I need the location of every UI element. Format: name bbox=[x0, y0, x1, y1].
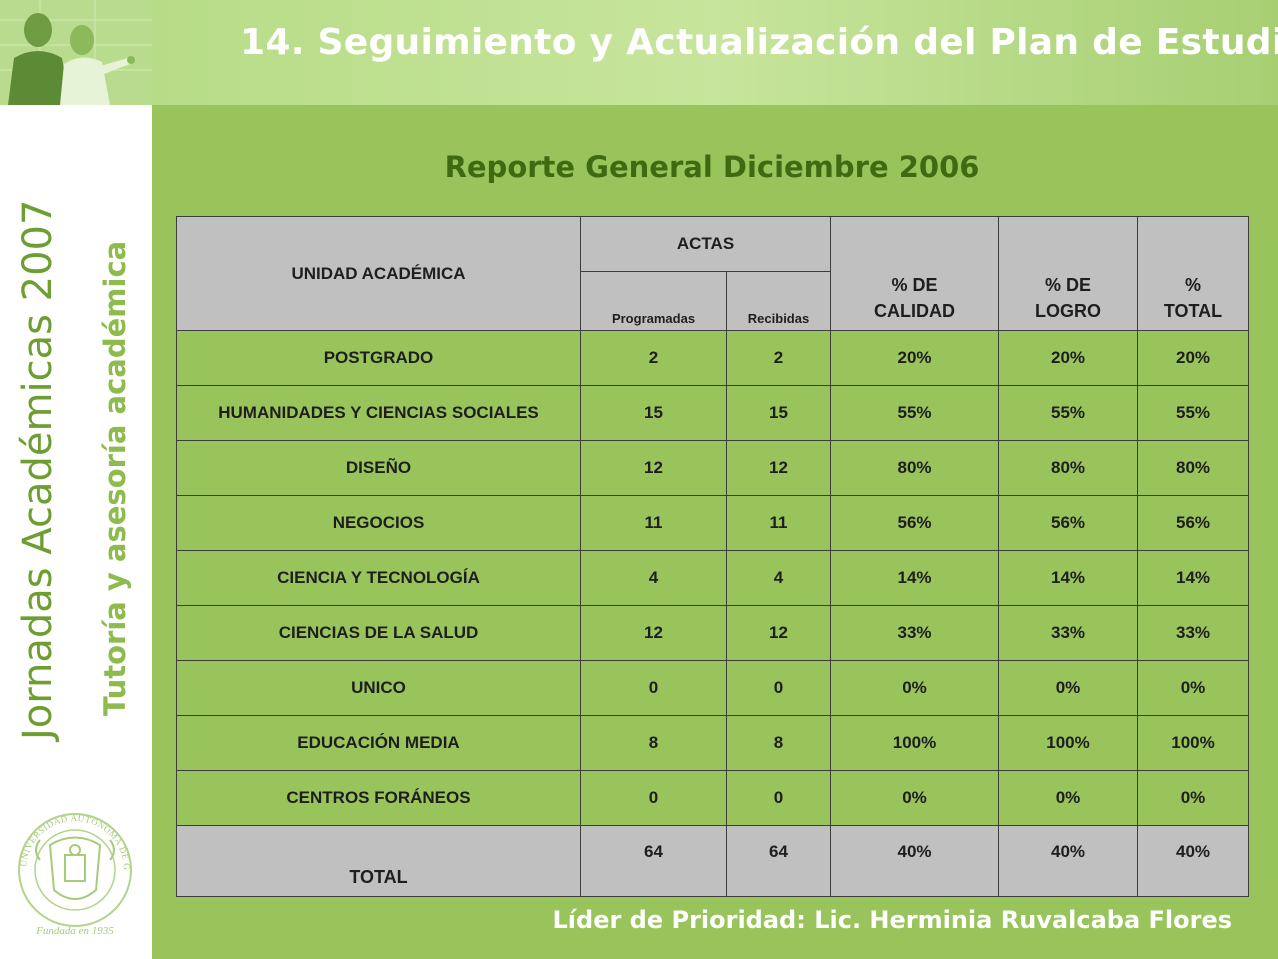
logro-cell: 56% bbox=[998, 495, 1139, 551]
recibidas-cell: 11 bbox=[725, 495, 832, 551]
total-recibidas-cell: 64 bbox=[725, 825, 832, 897]
table-row: CIENCIA Y TECNOLOGÍA 4 4 14% 14% 14% bbox=[176, 550, 1250, 606]
table-row: HUMANIDADES Y CIENCIAS SOCIALES 15 15 55… bbox=[176, 385, 1250, 441]
header-total-line1: % bbox=[1185, 275, 1202, 295]
header-programadas: Programadas bbox=[580, 271, 727, 331]
vertical-event-subtitle: Tutoría y asesoría académica bbox=[98, 240, 132, 716]
total-unit-cell: TOTAL bbox=[176, 825, 581, 897]
calidad-cell: 56% bbox=[830, 495, 1000, 551]
recibidas-cell: 12 bbox=[725, 440, 832, 496]
header-logro: % DE LOGRO bbox=[998, 216, 1139, 331]
table-row: UNICO 0 0 0% 0% 0% bbox=[176, 660, 1250, 716]
recibidas-cell: 15 bbox=[725, 385, 832, 441]
unit-cell: EDUCACIÓN MEDIA bbox=[176, 715, 581, 771]
programadas-cell: 12 bbox=[580, 440, 727, 496]
total-calidad-cell: 40% bbox=[830, 825, 1000, 897]
recibidas-cell: 2 bbox=[725, 330, 832, 386]
header-photo bbox=[0, 0, 152, 105]
logro-cell: 0% bbox=[998, 770, 1139, 826]
header-actas: ACTAS bbox=[579, 216, 832, 272]
recibidas-cell: 4 bbox=[725, 550, 832, 606]
programadas-cell: 8 bbox=[580, 715, 727, 771]
header-total: % TOTAL bbox=[1137, 216, 1250, 331]
unit-cell: CIENCIA Y TECNOLOGÍA bbox=[176, 550, 581, 606]
report-table: UNIDAD ACADÉMICA ACTAS % DE CALIDAD % DE… bbox=[176, 216, 1250, 897]
total-cell: 80% bbox=[1137, 440, 1250, 496]
header-logro-line1: % DE bbox=[1045, 275, 1092, 295]
calidad-cell: 55% bbox=[830, 385, 1000, 441]
footer-leader: Líder de Prioridad: Lic. Herminia Ruvalc… bbox=[552, 906, 1233, 934]
recibidas-cell: 12 bbox=[725, 605, 832, 661]
logro-cell: 80% bbox=[998, 440, 1139, 496]
unit-cell: POSTGRADO bbox=[176, 330, 581, 386]
programadas-cell: 0 bbox=[580, 660, 727, 716]
left-sidebar: Jornadas Académicas 2007 Tutoría y aseso… bbox=[0, 0, 152, 959]
vertical-event-title: Jornadas Académicas 2007 bbox=[15, 199, 61, 740]
university-seal-logo: UNIVERSIDAD AUTÓNOMA DE GUADALAJARA Fund… bbox=[7, 782, 140, 940]
total-cell: 14% bbox=[1137, 550, 1250, 606]
header-calidad-line1: % DE bbox=[891, 275, 938, 295]
total-total-cell: 40% bbox=[1137, 825, 1250, 897]
logro-cell: 20% bbox=[998, 330, 1139, 386]
total-cell: 100% bbox=[1137, 715, 1250, 771]
total-cell: 0% bbox=[1137, 660, 1250, 716]
header-recibidas: Recibidas bbox=[725, 271, 832, 331]
logro-cell: 100% bbox=[998, 715, 1139, 771]
logro-cell: 14% bbox=[998, 550, 1139, 606]
total-programadas-cell: 64 bbox=[580, 825, 727, 897]
programadas-cell: 2 bbox=[580, 330, 727, 386]
table-row: POSTGRADO 2 2 20% 20% 20% bbox=[176, 330, 1250, 386]
recibidas-cell: 8 bbox=[725, 715, 832, 771]
unit-cell: CENTROS FORÁNEOS bbox=[176, 770, 581, 826]
programadas-cell: 15 bbox=[580, 385, 727, 441]
header-logro-line2: LOGRO bbox=[1035, 301, 1102, 321]
unit-cell: NEGOCIOS bbox=[176, 495, 581, 551]
total-logro-cell: 40% bbox=[998, 825, 1139, 897]
unit-cell: CIENCIAS DE LA SALUD bbox=[176, 605, 581, 661]
recibidas-cell: 0 bbox=[725, 770, 832, 826]
calidad-cell: 14% bbox=[830, 550, 1000, 606]
total-row: TOTAL 64 64 40% 40% 40% bbox=[176, 825, 1250, 897]
logro-cell: 0% bbox=[998, 660, 1139, 716]
slide-title: 14. Seguimiento y Actualización del Plan… bbox=[240, 22, 1278, 63]
total-cell: 0% bbox=[1137, 770, 1250, 826]
header-calidad-line2: CALIDAD bbox=[874, 301, 956, 321]
unit-cell: DISEÑO bbox=[176, 440, 581, 496]
calidad-cell: 20% bbox=[830, 330, 1000, 386]
table-row: CIENCIAS DE LA SALUD 12 12 33% 33% 33% bbox=[176, 605, 1250, 661]
header-calidad: % DE CALIDAD bbox=[830, 216, 1000, 331]
calidad-cell: 33% bbox=[830, 605, 1000, 661]
logro-cell: 55% bbox=[998, 385, 1139, 441]
unit-cell: HUMANIDADES Y CIENCIAS SOCIALES bbox=[176, 385, 581, 441]
table-row: DISEÑO 12 12 80% 80% 80% bbox=[176, 440, 1250, 496]
header-unit: UNIDAD ACADÉMICA bbox=[176, 216, 581, 331]
total-cell: 56% bbox=[1137, 495, 1250, 551]
programadas-cell: 11 bbox=[580, 495, 727, 551]
header-band bbox=[152, 0, 1278, 105]
table-row: EDUCACIÓN MEDIA 8 8 100% 100% 100% bbox=[176, 715, 1250, 771]
calidad-cell: 100% bbox=[830, 715, 1000, 771]
total-cell: 55% bbox=[1137, 385, 1250, 441]
calidad-cell: 80% bbox=[830, 440, 1000, 496]
calidad-cell: 0% bbox=[830, 660, 1000, 716]
svg-text:Fundada en 1935: Fundada en 1935 bbox=[35, 925, 114, 937]
table-row: NEGOCIOS 11 11 56% 56% 56% bbox=[176, 495, 1250, 551]
total-cell: 20% bbox=[1137, 330, 1250, 386]
table-row: CENTROS FORÁNEOS 0 0 0% 0% 0% bbox=[176, 770, 1250, 826]
recibidas-cell: 0 bbox=[725, 660, 832, 716]
header-total-line2: TOTAL bbox=[1163, 301, 1223, 321]
unit-cell: UNICO bbox=[176, 660, 581, 716]
calidad-cell: 0% bbox=[830, 770, 1000, 826]
report-title: Reporte General Diciembre 2006 bbox=[444, 150, 980, 184]
programadas-cell: 0 bbox=[580, 770, 727, 826]
total-cell: 33% bbox=[1137, 605, 1250, 661]
logro-cell: 33% bbox=[998, 605, 1139, 661]
programadas-cell: 12 bbox=[580, 605, 727, 661]
programadas-cell: 4 bbox=[580, 550, 727, 606]
